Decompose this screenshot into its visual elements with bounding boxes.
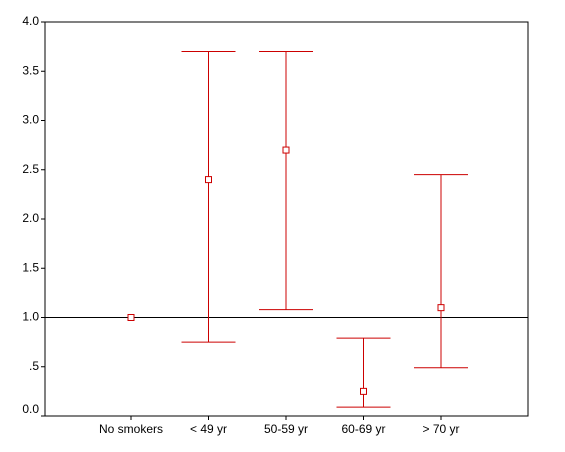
x-tick-label: < 49 yr	[190, 422, 227, 436]
y-tick-label: 2.0	[22, 211, 39, 225]
y-tick-label: 1.0	[22, 310, 39, 324]
estimate-marker	[282, 146, 290, 154]
y-tick-label: 2.5	[22, 162, 39, 176]
estimate-marker	[127, 314, 135, 321]
y-tick-label: 4.0	[22, 14, 39, 28]
x-tick-label: No smokers	[99, 422, 163, 436]
y-tick-label: 3.0	[22, 113, 39, 127]
x-tick-label: 50-59 yr	[264, 422, 308, 436]
estimate-marker	[205, 176, 212, 184]
y-tick-label: 1.5	[22, 260, 39, 274]
estimate-marker	[360, 387, 367, 395]
estimate-marker	[437, 304, 445, 312]
x-tick-label: > 70 yr	[422, 422, 459, 436]
y-tick-label: .5	[29, 359, 39, 373]
y-tick-label: 0.0	[22, 402, 39, 416]
y-tick-label: 3.5	[22, 63, 39, 77]
x-tick-label: 60-69 yr	[341, 422, 385, 436]
